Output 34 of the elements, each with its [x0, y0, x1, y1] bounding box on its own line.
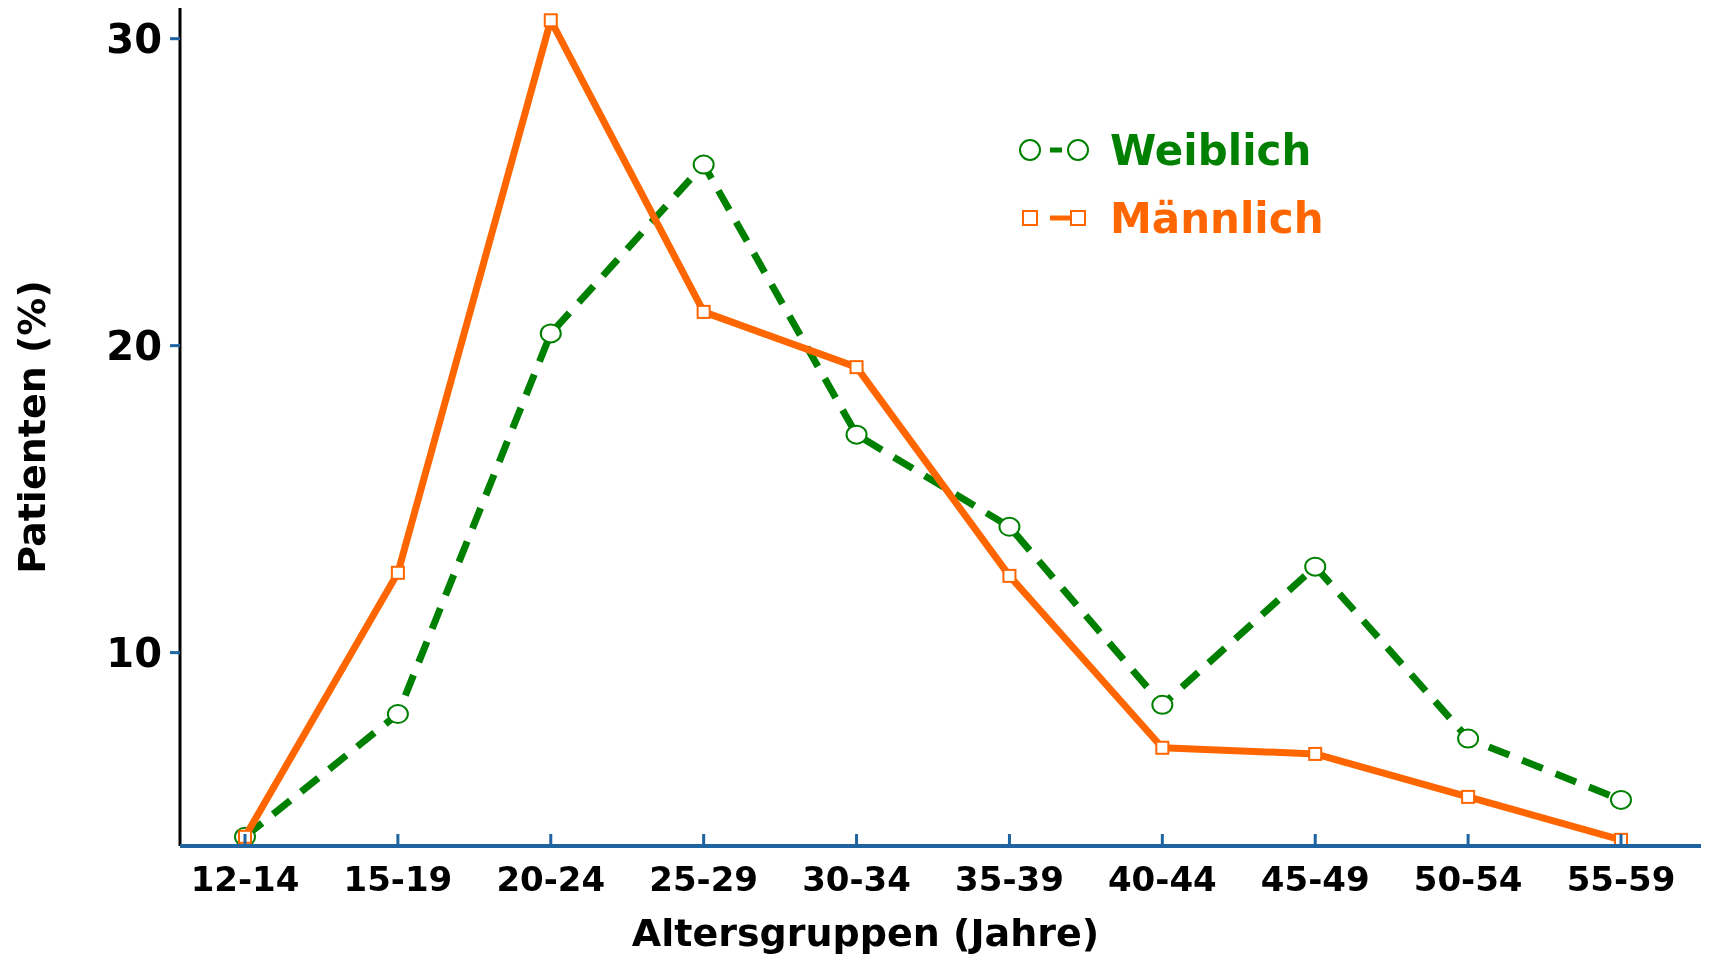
x-tick-label: 20-24: [496, 859, 606, 899]
x-tick-label: 15-19: [343, 859, 453, 899]
point: [543, 13, 558, 28]
x-tick-label: 25-29: [649, 859, 759, 899]
point: [1610, 789, 1632, 810]
x-tick-label: 45-49: [1260, 859, 1370, 899]
x-axis-title: Altersgruppen (Jahre): [631, 911, 1100, 955]
point: [1304, 556, 1327, 577]
point: [845, 424, 868, 445]
point: [1457, 728, 1480, 749]
point: [1461, 789, 1476, 804]
x-tick-label: 30-34: [802, 859, 911, 899]
point: [1002, 568, 1017, 583]
point: [1155, 740, 1170, 755]
point: [539, 323, 562, 344]
x-tick-label: 50-54: [1413, 859, 1523, 899]
x-tick-label: 35-39: [955, 859, 1064, 899]
point: [696, 304, 711, 319]
y-axis-title: Patienten (%): [10, 280, 54, 574]
y-tick-label: 10: [106, 629, 162, 676]
point: [390, 565, 405, 580]
point: [386, 704, 409, 725]
legend-label: Männlich: [1110, 193, 1324, 243]
y-tick-label: 30: [106, 15, 162, 62]
x-tick-label: 12-14: [190, 859, 300, 899]
point: [692, 154, 715, 175]
x-tick-label: 40-44: [1107, 859, 1217, 899]
x-tick-label: 55-59: [1566, 859, 1676, 899]
point: [998, 516, 1021, 537]
y-tick-label: 20: [106, 322, 162, 369]
legend-label: Weiblich: [1110, 125, 1312, 175]
point: [1151, 694, 1174, 715]
point: [849, 360, 864, 375]
point: [1308, 746, 1323, 761]
